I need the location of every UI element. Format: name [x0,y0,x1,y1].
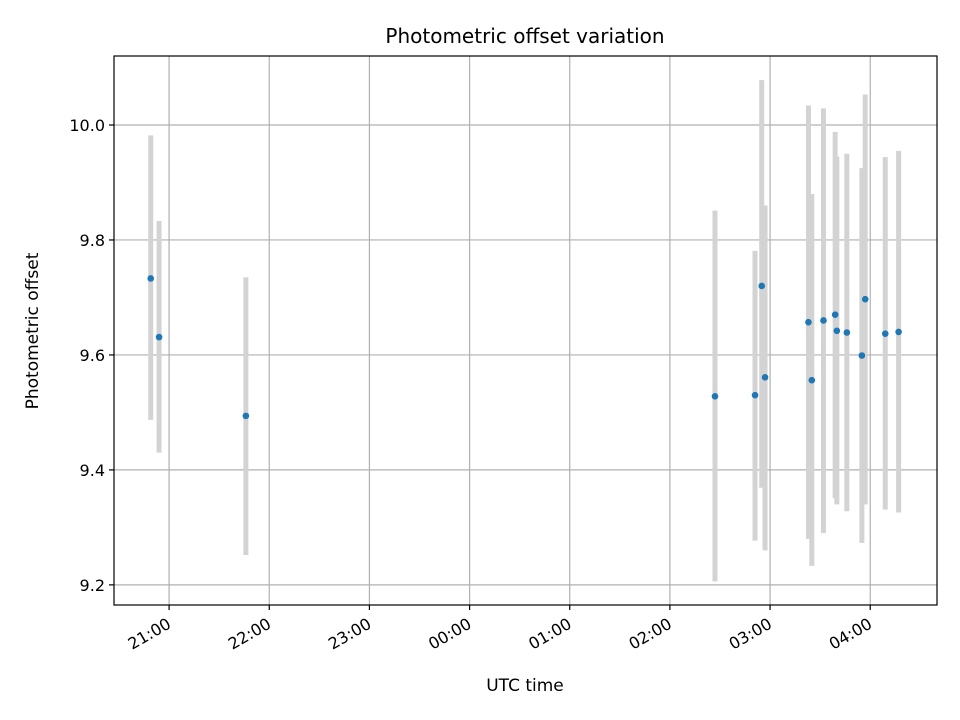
data-point [895,328,902,336]
y-tick-label: 9.6 [80,346,105,365]
data-point [833,327,841,335]
data-point [751,391,759,399]
data-point [881,330,889,337]
y-tick-label: 10.0 [69,116,105,135]
data-point [808,376,816,384]
data-point [831,311,839,318]
data-point [858,352,866,359]
y-axis: 9.2 9.4 9.6 9.8 10.0 [69,116,114,595]
data-point [155,333,163,341]
x-axis-label: UTC time [486,676,564,696]
data-point [761,374,769,381]
data-point [758,282,766,290]
y-tick-label: 9.8 [80,231,105,250]
y-tick-label: 9.2 [80,576,105,595]
data-point [861,295,869,303]
data-point [820,317,827,324]
y-axis-label: Photometric offset [23,252,43,409]
point-layer [147,275,902,420]
data-point [843,329,851,336]
grid-layer [114,56,937,605]
y-tick-label: 9.4 [80,461,105,480]
chart-title: Photometric offset variation [385,24,664,48]
plot-frame [113,55,938,606]
data-point [805,318,812,326]
data-point [711,393,719,400]
data-point [242,412,250,420]
data-point [147,275,155,282]
